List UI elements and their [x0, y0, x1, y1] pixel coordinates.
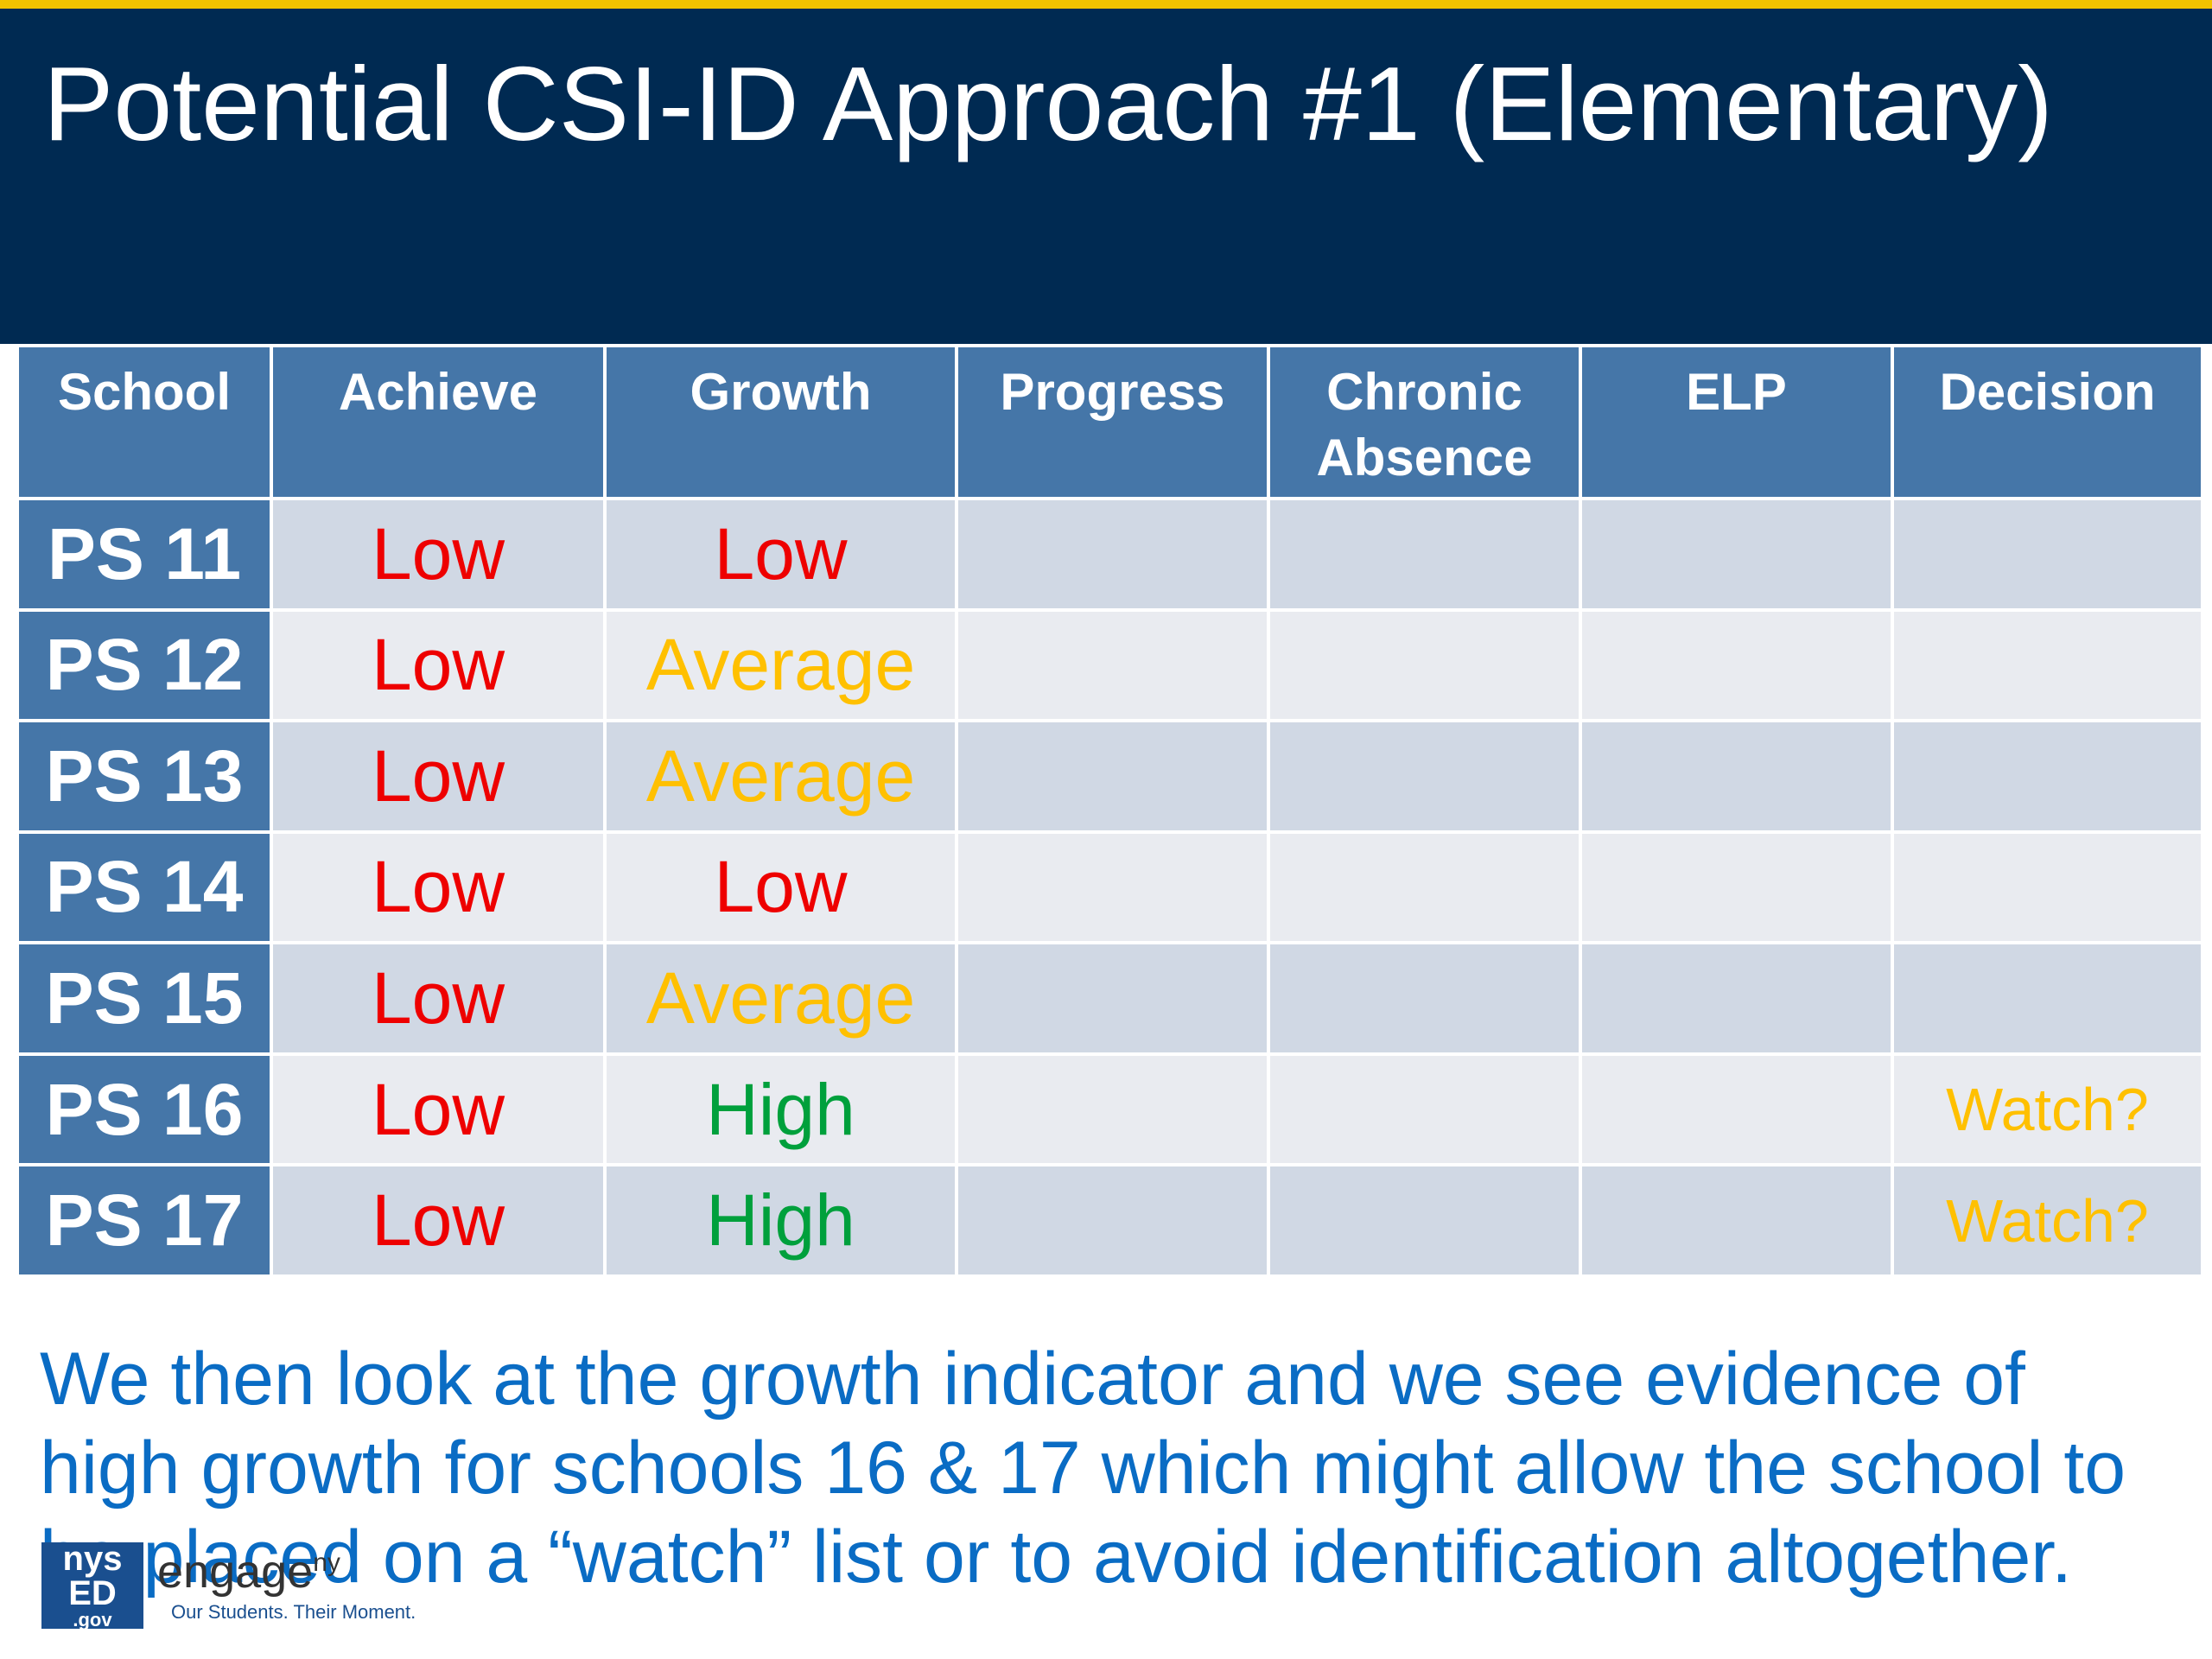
decision-cell: [1894, 500, 2201, 608]
elp-cell: [1582, 722, 1891, 830]
chronic-absence-cell: [1270, 1166, 1579, 1274]
progress-cell: [958, 1055, 1267, 1164]
column-header-elp: ELP: [1582, 347, 1891, 497]
csi-table: School Achieve Growth Progress Chronic Absen…: [19, 347, 2201, 1274]
chronic-absence-cell: [1270, 944, 1579, 1052]
page-title: Potential CSI-ID Approach #1 (Elementary…: [43, 45, 2053, 162]
elp-cell: [1582, 833, 1891, 942]
progress-cell: [958, 722, 1267, 830]
progress-cell: [958, 944, 1267, 1052]
progress-cell: [958, 1166, 1267, 1274]
column-header-school: School: [19, 347, 270, 497]
school-name-cell: PS 14: [19, 833, 270, 942]
chronic-absence-cell: [1270, 611, 1579, 720]
decision-cell: [1894, 611, 2201, 720]
decision-cell: Watch?: [1894, 1166, 2201, 1274]
decision-cell: [1894, 944, 2201, 1052]
column-header-chronic-absence: Chronic Absence: [1270, 347, 1579, 497]
column-header-growth: Growth: [607, 347, 955, 497]
column-header-progress: Progress: [958, 347, 1267, 497]
elp-cell: [1582, 500, 1891, 608]
elp-cell: [1582, 1055, 1891, 1164]
progress-cell: [958, 833, 1267, 942]
logo-tagline: Our Students. Their Moment.: [171, 1601, 416, 1623]
engageny-wordmark: engageny: [157, 1546, 340, 1598]
school-name-cell: PS 11: [19, 500, 270, 608]
chronic-absence-cell: [1270, 500, 1579, 608]
nysed-logo-box: nys ED .gov: [41, 1541, 143, 1630]
growth-cell: Average: [607, 722, 955, 830]
progress-cell: [958, 500, 1267, 608]
chronic-absence-cell: [1270, 833, 1579, 942]
achieve-cell: Low: [273, 944, 603, 1052]
elp-cell: [1582, 1166, 1891, 1274]
chronic-absence-cell: [1270, 1055, 1579, 1164]
title-banner: Potential CSI-ID Approach #1 (Elementary…: [0, 9, 2212, 344]
growth-cell: Low: [607, 500, 955, 608]
column-header-achieve: Achieve: [273, 347, 603, 497]
growth-cell: Average: [607, 611, 955, 720]
decision-cell: [1894, 833, 2201, 942]
growth-cell: Average: [607, 944, 955, 1052]
decision-cell: Watch?: [1894, 1055, 2201, 1164]
school-name-cell: PS 15: [19, 944, 270, 1052]
achieve-cell: Low: [273, 500, 603, 608]
elp-cell: [1582, 944, 1891, 1052]
caption-text: We then look at the growth indicator and…: [40, 1338, 2126, 1599]
achieve-cell: Low: [273, 722, 603, 830]
achieve-cell: Low: [273, 833, 603, 942]
growth-cell: High: [607, 1055, 955, 1164]
school-name-cell: PS 16: [19, 1055, 270, 1164]
school-name-cell: PS 12: [19, 611, 270, 720]
nysed-engageny-logo: nys ED .gov engageny Our Students. Their…: [41, 1534, 416, 1637]
progress-cell: [958, 611, 1267, 720]
growth-cell: High: [607, 1166, 955, 1274]
elp-cell: [1582, 611, 1891, 720]
school-name-cell: PS 17: [19, 1166, 270, 1274]
achieve-cell: Low: [273, 611, 603, 720]
column-header-decision: Decision: [1894, 347, 2201, 497]
growth-cell: Low: [607, 833, 955, 942]
decision-cell: [1894, 722, 2201, 830]
achieve-cell: Low: [273, 1055, 603, 1164]
school-name-cell: PS 13: [19, 722, 270, 830]
chronic-absence-cell: [1270, 722, 1579, 830]
achieve-cell: Low: [273, 1166, 603, 1274]
accent-line: [0, 0, 2212, 9]
